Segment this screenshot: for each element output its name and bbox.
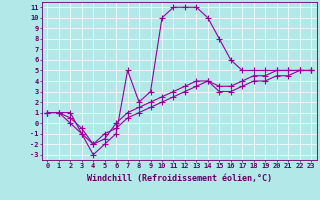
X-axis label: Windchill (Refroidissement éolien,°C): Windchill (Refroidissement éolien,°C)	[87, 174, 272, 183]
